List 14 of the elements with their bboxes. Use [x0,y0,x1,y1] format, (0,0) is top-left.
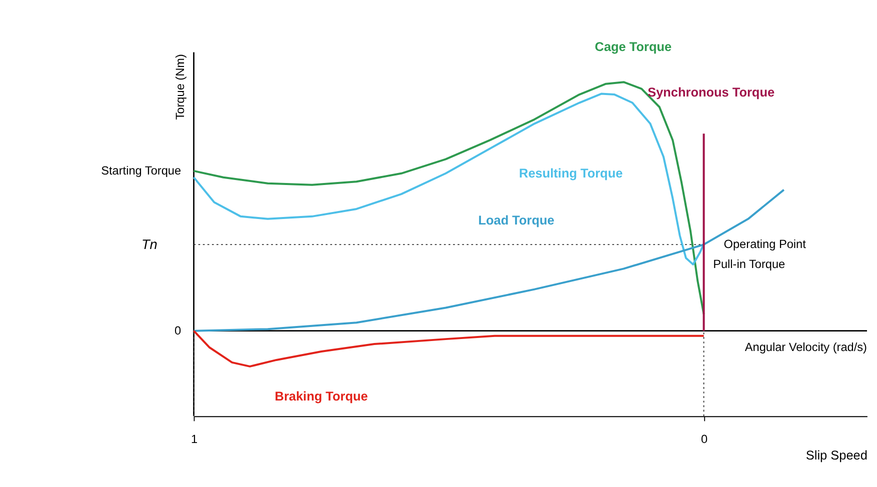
x-tick-label: 1 [190,432,198,446]
x-axis-title: Slip Speed [806,447,868,462]
annotation: Starting Torque [101,164,182,178]
text: Resulting Torque [519,165,623,180]
text: Cage Torque [594,39,672,54]
annotation: Angular Velocity (rad/s) [744,340,868,354]
text: Synchronous Torque [648,84,775,100]
annotation: 0 [174,323,182,338]
text: Load Torque [478,212,554,228]
annotation: Pull-in Torque [713,257,786,272]
ref-line-label: Tn [141,237,158,252]
annotation: Operating Point [724,237,807,252]
text: Braking Torque [274,388,368,404]
y-axis-title: Torque (Nm) [172,54,187,120]
